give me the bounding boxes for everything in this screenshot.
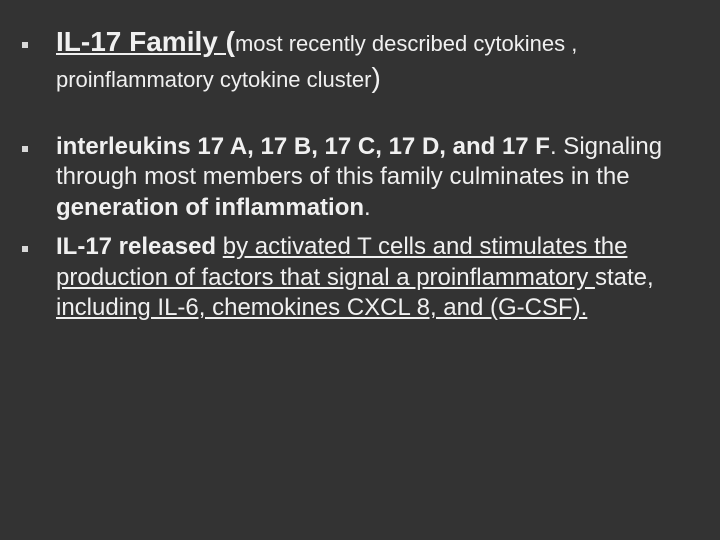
text-state: state,: [595, 264, 654, 291]
bullet-content-3: IL-17 released by activated T cells and …: [56, 232, 692, 324]
bullet-dot: [22, 42, 28, 48]
bullet-dot: [22, 146, 28, 152]
bullet-content-1: IL-17 Family (most recently described cy…: [56, 24, 692, 96]
text-close-paren: ): [371, 62, 380, 93]
bullet-item-3: IL-17 released by activated T cells and …: [18, 232, 692, 324]
text-il17-released: IL-17 released: [56, 233, 216, 260]
text-space: [216, 233, 223, 260]
text-including-il6: including IL-6, chemokines CXCL 8, and (…: [56, 294, 587, 321]
text-period: .: [364, 194, 371, 221]
text-interleukins-list: interleukins 17 A, 17 B, 17 C, 17 D, and…: [56, 133, 550, 160]
bullet-content-2: interleukins 17 A, 17 B, 17 C, 17 D, and…: [56, 132, 692, 224]
bullet-item-1: IL-17 Family (most recently described cy…: [18, 24, 692, 96]
bullet-dot: [22, 246, 28, 252]
text-il17-family: IL-17 Family (: [56, 26, 235, 57]
bullet-item-2: interleukins 17 A, 17 B, 17 C, 17 D, and…: [18, 132, 692, 224]
text-generation-inflammation: generation of inflammation: [56, 194, 364, 221]
